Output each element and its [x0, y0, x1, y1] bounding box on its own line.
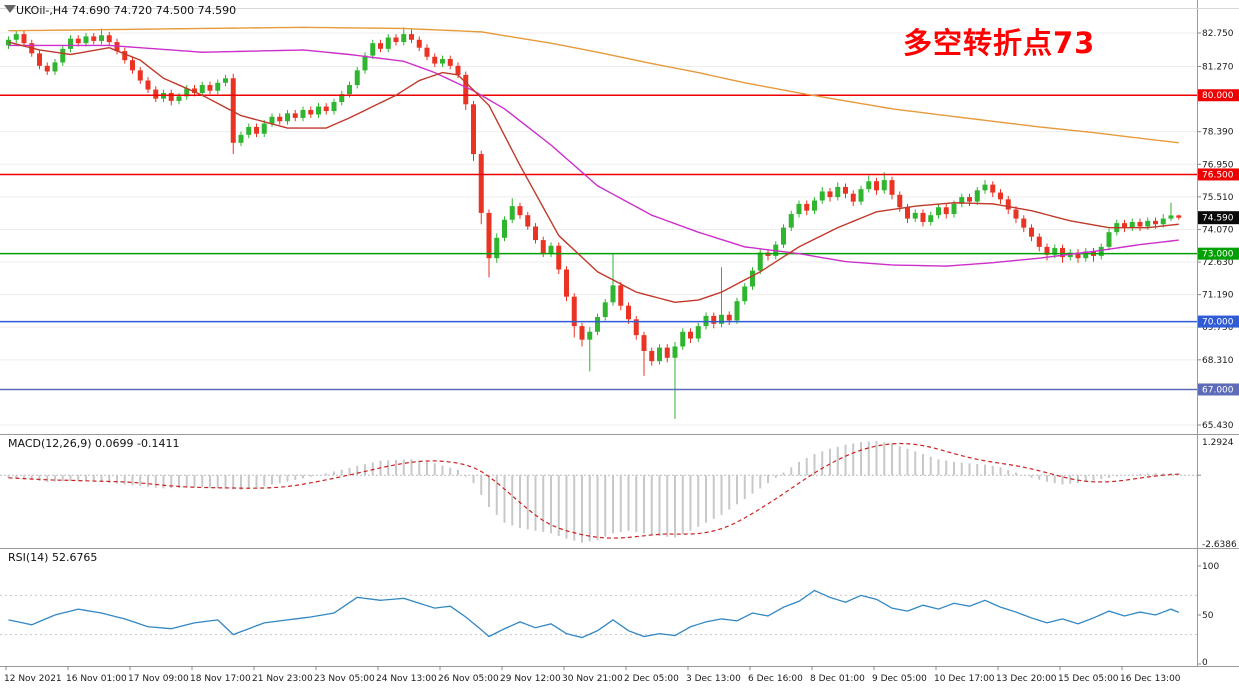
svg-text:78.390: 78.390 [1202, 128, 1234, 138]
svg-text:21 Nov 23:00: 21 Nov 23:00 [252, 674, 313, 684]
svg-text:67.000: 67.000 [1202, 385, 1234, 395]
svg-text:24 Nov 13:00: 24 Nov 13:00 [376, 674, 437, 684]
svg-text:100: 100 [1202, 562, 1219, 572]
svg-text:15 Dec 05:00: 15 Dec 05:00 [1058, 674, 1119, 684]
svg-text:30 Nov 21:00: 30 Nov 21:00 [562, 674, 623, 684]
svg-text:16 Nov 01:00: 16 Nov 01:00 [66, 674, 127, 684]
svg-text:71.190: 71.190 [1202, 291, 1234, 301]
svg-text:74.070: 74.070 [1202, 225, 1234, 235]
svg-text:-2.6386: -2.6386 [1202, 540, 1237, 550]
svg-text:26 Nov 05:00: 26 Nov 05:00 [438, 674, 499, 684]
svg-text:10 Dec 17:00: 10 Dec 17:00 [934, 674, 995, 684]
svg-text:9 Dec 05:00: 9 Dec 05:00 [872, 674, 927, 684]
svg-text:13 Dec 20:00: 13 Dec 20:00 [996, 674, 1057, 684]
svg-text:2 Dec 05:00: 2 Dec 05:00 [624, 674, 679, 684]
main-chart-area[interactable] [0, 0, 1197, 434]
svg-text:76.950: 76.950 [1202, 160, 1234, 170]
svg-text:17 Nov 09:00: 17 Nov 09:00 [128, 674, 189, 684]
annotation-text: 多空转折点73 [903, 26, 1096, 60]
svg-text:70.000: 70.000 [1202, 318, 1234, 328]
macd-panel-area[interactable] [0, 434, 1197, 548]
chart-shift-marker-icon [4, 5, 16, 13]
rsi-label: RSI(14) 52.6765 [8, 551, 98, 564]
rsi-panel-area[interactable] [0, 548, 1197, 666]
svg-text:3 Dec 13:00: 3 Dec 13:00 [686, 674, 741, 684]
svg-text:73.000: 73.000 [1202, 250, 1234, 260]
svg-text:6 Dec 16:00: 6 Dec 16:00 [748, 674, 803, 684]
svg-text:18 Nov 17:00: 18 Nov 17:00 [190, 674, 251, 684]
svg-text:80.000: 80.000 [1202, 91, 1234, 101]
svg-text:74.590: 74.590 [1202, 214, 1234, 224]
svg-text:76.500: 76.500 [1202, 170, 1234, 180]
svg-text:1.2924: 1.2924 [1202, 438, 1234, 448]
svg-text:23 Nov 05:00: 23 Nov 05:00 [314, 674, 375, 684]
time-scale[interactable] [0, 666, 1239, 691]
svg-text:0: 0 [1202, 658, 1208, 668]
svg-text:69.750: 69.750 [1202, 323, 1234, 333]
svg-text:72.630: 72.630 [1202, 258, 1234, 268]
svg-text:65.430: 65.430 [1202, 421, 1234, 431]
chart-header: UKOil-,H4 74.690 74.720 74.500 74.590 [16, 4, 237, 17]
svg-text:29 Nov 12:00: 29 Nov 12:00 [500, 674, 561, 684]
price-scale[interactable] [1197, 0, 1239, 666]
svg-text:12 Nov 2021: 12 Nov 2021 [4, 674, 62, 684]
svg-text:68.310: 68.310 [1202, 356, 1234, 366]
svg-text:81.270: 81.270 [1202, 62, 1234, 72]
svg-text:82.750: 82.750 [1202, 29, 1234, 39]
macd-label: MACD(12,26,9) 0.0699 -0.1411 [8, 437, 180, 450]
svg-text:75.510: 75.510 [1202, 193, 1234, 203]
svg-text:50: 50 [1202, 611, 1214, 621]
svg-text:16 Dec 13:00: 16 Dec 13:00 [1120, 674, 1181, 684]
svg-text:8 Dec 01:00: 8 Dec 01:00 [810, 674, 865, 684]
